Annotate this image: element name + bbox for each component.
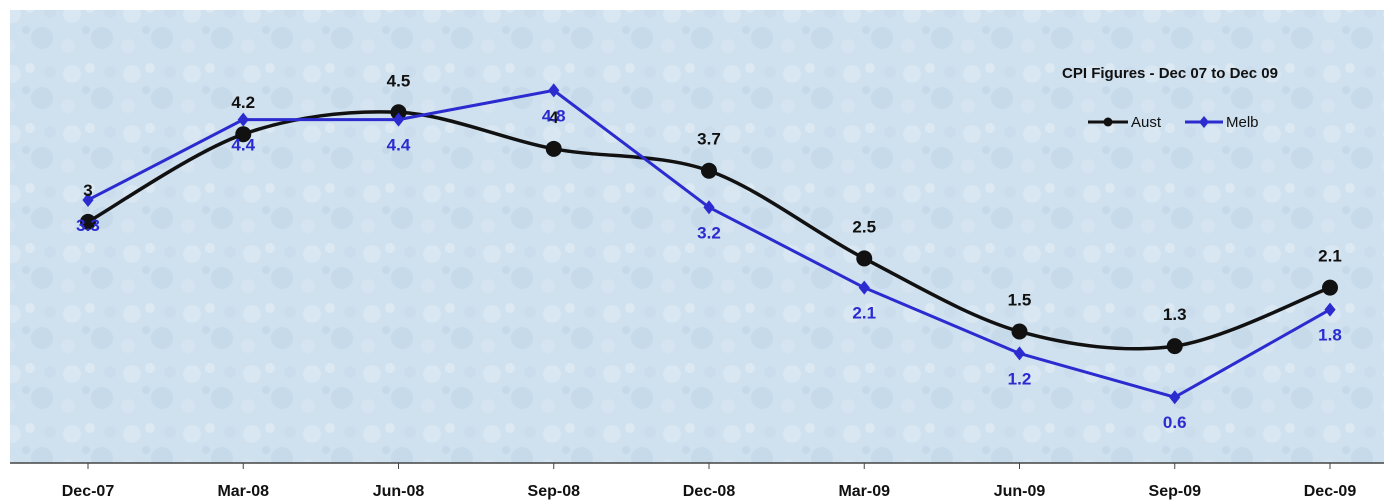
data-point-melb	[703, 200, 715, 215]
data-point-melb	[548, 83, 560, 98]
x-tick-label: Sep-08	[528, 483, 581, 500]
x-tick-label: Jun-08	[373, 483, 425, 500]
legend-item-aust: Aust	[1088, 114, 1162, 131]
data-point-aust	[390, 104, 407, 121]
data-point-aust	[235, 126, 252, 143]
data-label-aust: 2.1	[1318, 247, 1342, 266]
data-point-aust	[1011, 323, 1028, 340]
data-point-melb	[82, 192, 94, 207]
data-labels: 3 4.2 4.5 4 3.7 2.5 1.5 1.3 2.1 3.3 4.4 4.4 4.8 3.2 2.…	[76, 71, 1342, 432]
x-tick-label: Dec-09	[1304, 483, 1357, 500]
x-tick-label: Mar-08	[217, 483, 269, 500]
data-point-melb	[1013, 346, 1026, 361]
legend-marker-aust	[1103, 117, 1113, 127]
legend: Aust Melb	[1088, 114, 1259, 131]
series-group	[80, 83, 1338, 405]
data-label-aust: 4	[549, 108, 559, 127]
data-label-aust: 4.5	[387, 71, 411, 90]
data-point-aust	[545, 140, 562, 157]
data-label-aust: 3	[83, 181, 92, 200]
data-point-aust	[1322, 279, 1338, 296]
x-tick-label: Sep-09	[1149, 483, 1202, 500]
data-label-aust: 2.5	[852, 217, 876, 236]
data-point-aust	[856, 250, 873, 267]
x-tick-label: Jun-09	[994, 483, 1046, 500]
x-tick-label: Dec-08	[683, 483, 736, 500]
data-label-melb: 3.2	[697, 223, 721, 242]
legend-item-melb: Melb	[1185, 114, 1259, 131]
x-tick-label: Dec-07	[62, 483, 115, 500]
data-point-melb	[858, 280, 870, 295]
data-label-aust: 4.2	[231, 93, 255, 112]
legend-label-aust: Aust	[1131, 114, 1162, 131]
data-label-aust: 1.3	[1163, 305, 1187, 324]
data-label-melb: 2.1	[852, 304, 876, 323]
legend-label-melb: Melb	[1226, 114, 1259, 131]
data-label-aust: 1.5	[1008, 290, 1032, 309]
data-label-aust: 3.7	[697, 130, 721, 149]
x-tick-label: Mar-09	[838, 483, 890, 500]
legend-marker-melb	[1199, 116, 1209, 128]
data-label-melb: 4.8	[542, 106, 566, 125]
data-label-melb: 4.4	[387, 136, 411, 155]
chart-title: CPI Figures - Dec 07 to Dec 09	[1062, 65, 1278, 82]
plot-area	[10, 10, 1384, 463]
data-point-aust	[701, 162, 717, 179]
data-label-melb: 3.3	[76, 216, 100, 235]
data-point-aust	[80, 213, 96, 230]
data-point-melb	[392, 112, 405, 127]
data-label-melb: 0.6	[1163, 413, 1187, 432]
x-axis-ticks: Dec-07 Mar-08 Jun-08 Sep-08 Dec-08 Mar-09 Jun-…	[62, 463, 1357, 500]
data-label-melb: 1.2	[1008, 369, 1032, 388]
data-point-melb	[1324, 302, 1336, 317]
data-label-melb: 1.8	[1318, 326, 1342, 345]
data-point-aust	[1166, 338, 1183, 355]
data-point-melb	[237, 112, 249, 127]
data-point-melb	[1169, 390, 1181, 405]
data-label-melb: 4.4	[231, 136, 255, 155]
